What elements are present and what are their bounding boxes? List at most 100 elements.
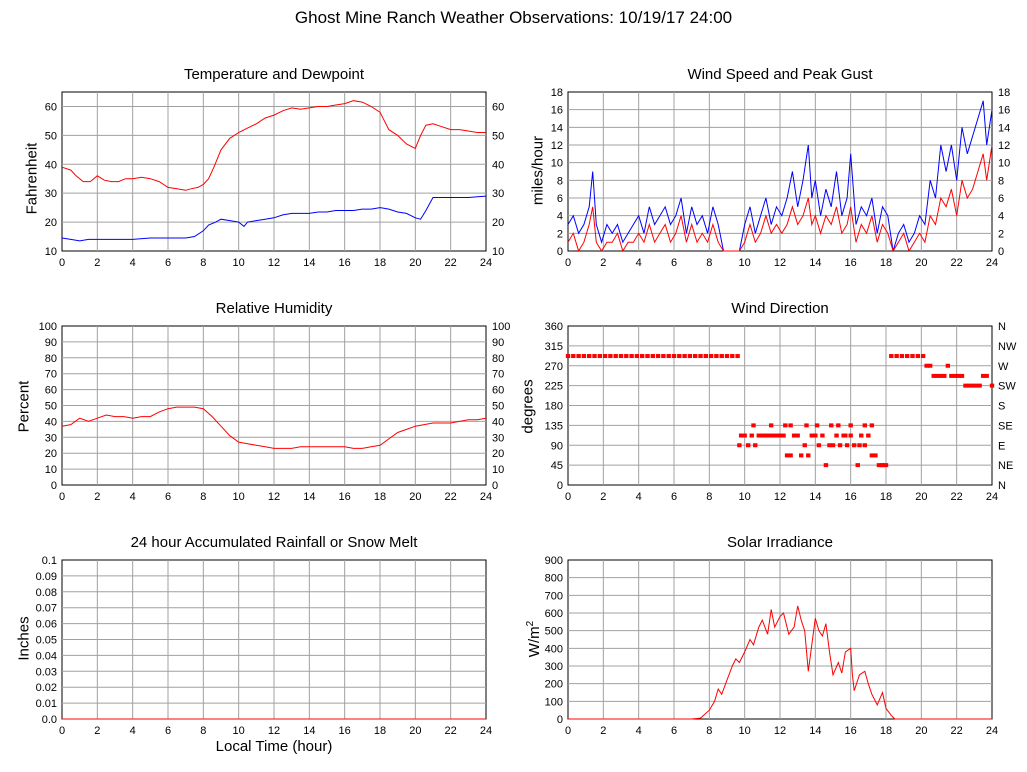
y-tick-label-dir: 360 bbox=[545, 321, 563, 333]
direction-point-dir bbox=[910, 354, 915, 359]
direction-point-dir bbox=[608, 354, 613, 359]
direction-point-dir bbox=[687, 354, 693, 359]
x-tick-label-rain: 4 bbox=[130, 725, 136, 737]
chart-title-rain: 24 hour Accumulated Rainfall or Snow Mel… bbox=[130, 534, 418, 551]
x-tick-label-wind: 2 bbox=[600, 257, 606, 269]
y-tick-label-rain: 0.0 bbox=[42, 714, 57, 726]
direction-point-dir bbox=[581, 354, 587, 359]
direction-point-dir bbox=[859, 433, 864, 438]
x-tick-label-dir: 10 bbox=[739, 491, 751, 503]
direction-point-dir bbox=[970, 383, 975, 388]
direction-point-dir bbox=[597, 354, 602, 359]
direction-point-dir bbox=[973, 383, 979, 388]
direction-point-dir bbox=[767, 433, 772, 438]
y-tick-label-solar: 300 bbox=[545, 661, 563, 673]
x-tick-label-temp: 8 bbox=[200, 257, 206, 269]
series-line-wind-1 bbox=[567, 144, 993, 253]
direction-point-dir bbox=[876, 463, 882, 468]
x-tick-label-solar: 12 bbox=[774, 725, 786, 737]
y-tick-label-rh: 40 bbox=[45, 416, 57, 428]
direction-point-dir bbox=[682, 354, 687, 359]
y-tick-label-rh: 0 bbox=[51, 480, 57, 492]
x-tick-label-temp: 6 bbox=[165, 257, 171, 269]
y-tick-label-solar: 800 bbox=[545, 573, 563, 585]
y-tick-label-rain: 0.07 bbox=[36, 603, 57, 615]
y-right-tick-label-temp: 30 bbox=[492, 188, 504, 200]
y-tick-label-solar: 400 bbox=[545, 643, 563, 655]
x-tick-label-wind: 12 bbox=[774, 257, 786, 269]
y-tick-label-dir: 225 bbox=[545, 381, 563, 393]
x-tick-label-temp: 12 bbox=[268, 257, 280, 269]
direction-point-dir bbox=[781, 433, 786, 438]
y-right-tick-label-dir: NW bbox=[998, 341, 1017, 353]
direction-point-dir bbox=[956, 373, 961, 378]
y-right-tick-label-rh: 100 bbox=[492, 321, 510, 333]
direction-point-dir bbox=[984, 373, 989, 378]
x-tick-label-wind: 0 bbox=[565, 257, 571, 269]
series-line-wind-0 bbox=[567, 100, 993, 252]
direction-point-dir bbox=[848, 423, 853, 428]
direction-point-dir bbox=[784, 453, 790, 458]
y-tick-label-solar: 600 bbox=[545, 608, 563, 620]
y-right-tick-label-dir: S bbox=[998, 401, 1005, 413]
y-right-tick-label-dir: SE bbox=[998, 420, 1013, 432]
y-right-tick-label-temp: 10 bbox=[492, 246, 504, 258]
series-line-temp-1 bbox=[61, 195, 487, 242]
x-tick-label-temp: 18 bbox=[374, 257, 386, 269]
direction-point-dir bbox=[756, 433, 761, 438]
y-right-tick-label-rh: 20 bbox=[492, 448, 504, 460]
y-tick-label-dir: 270 bbox=[545, 361, 563, 373]
direction-point-dir bbox=[924, 363, 929, 368]
y-tick-label-dir: 0 bbox=[557, 480, 563, 492]
y-tick-label-rh: 50 bbox=[45, 401, 57, 413]
y-tick-label-temp: 40 bbox=[45, 159, 57, 171]
y-tick-label-rh: 100 bbox=[39, 321, 57, 333]
y-tick-label-rh: 80 bbox=[45, 353, 57, 365]
y-tick-label-temp: 30 bbox=[45, 188, 57, 200]
direction-point-dir bbox=[629, 354, 634, 359]
x-tick-label-wind: 20 bbox=[915, 257, 927, 269]
direction-point-dir bbox=[737, 443, 742, 448]
direction-point-dir bbox=[777, 433, 783, 438]
y-tick-label-temp: 10 bbox=[45, 246, 57, 258]
direction-point-dir bbox=[565, 354, 571, 359]
x-tick-label-rain: 2 bbox=[94, 725, 100, 737]
y-tick-label-wind: 2 bbox=[557, 228, 563, 240]
x-tick-label-wind: 14 bbox=[809, 257, 821, 269]
x-tick-label-temp: 16 bbox=[339, 257, 351, 269]
direction-point-dir bbox=[613, 354, 618, 359]
x-tick-label-dir: 24 bbox=[986, 491, 998, 503]
direction-point-dir bbox=[852, 443, 857, 448]
direction-point-dir bbox=[587, 354, 592, 359]
y-tick-label-rain: 0.08 bbox=[36, 587, 57, 599]
y-tick-label-rain: 0.1 bbox=[42, 555, 57, 567]
direction-point-dir bbox=[774, 433, 779, 438]
direction-point-dir bbox=[677, 354, 682, 359]
y-tick-label-wind: 12 bbox=[551, 140, 563, 152]
xlabel-local-time: Local Time (hour) bbox=[215, 738, 333, 755]
chart-title-rh: Relative Humidity bbox=[215, 300, 333, 317]
direction-point-dir bbox=[935, 373, 940, 378]
direction-point-dir bbox=[829, 423, 834, 428]
x-tick-label-solar: 8 bbox=[706, 725, 712, 737]
x-tick-label-rh: 14 bbox=[303, 491, 315, 503]
direction-point-dir bbox=[751, 423, 756, 428]
y-tick-label-solar: 100 bbox=[545, 696, 563, 708]
direction-point-dir bbox=[571, 354, 576, 359]
y-tick-label-solar: 200 bbox=[545, 679, 563, 691]
direction-point-dir bbox=[814, 423, 820, 428]
x-tick-label-solar: 2 bbox=[600, 725, 606, 737]
x-tick-label-rain: 10 bbox=[233, 725, 245, 737]
direction-point-dir bbox=[719, 354, 724, 359]
direction-point-dir bbox=[855, 463, 860, 468]
x-tick-label-temp: 22 bbox=[445, 257, 457, 269]
direction-point-dir bbox=[666, 354, 671, 359]
y-tick-label-dir: 90 bbox=[551, 440, 563, 452]
chart-title-dir: Wind Direction bbox=[731, 300, 829, 317]
y-right-tick-label-wind: 6 bbox=[998, 193, 1004, 205]
x-tick-label-dir: 6 bbox=[671, 491, 677, 503]
direction-point-dir bbox=[827, 443, 832, 448]
y-tick-label-wind: 14 bbox=[551, 122, 563, 134]
direction-point-dir bbox=[880, 463, 885, 468]
